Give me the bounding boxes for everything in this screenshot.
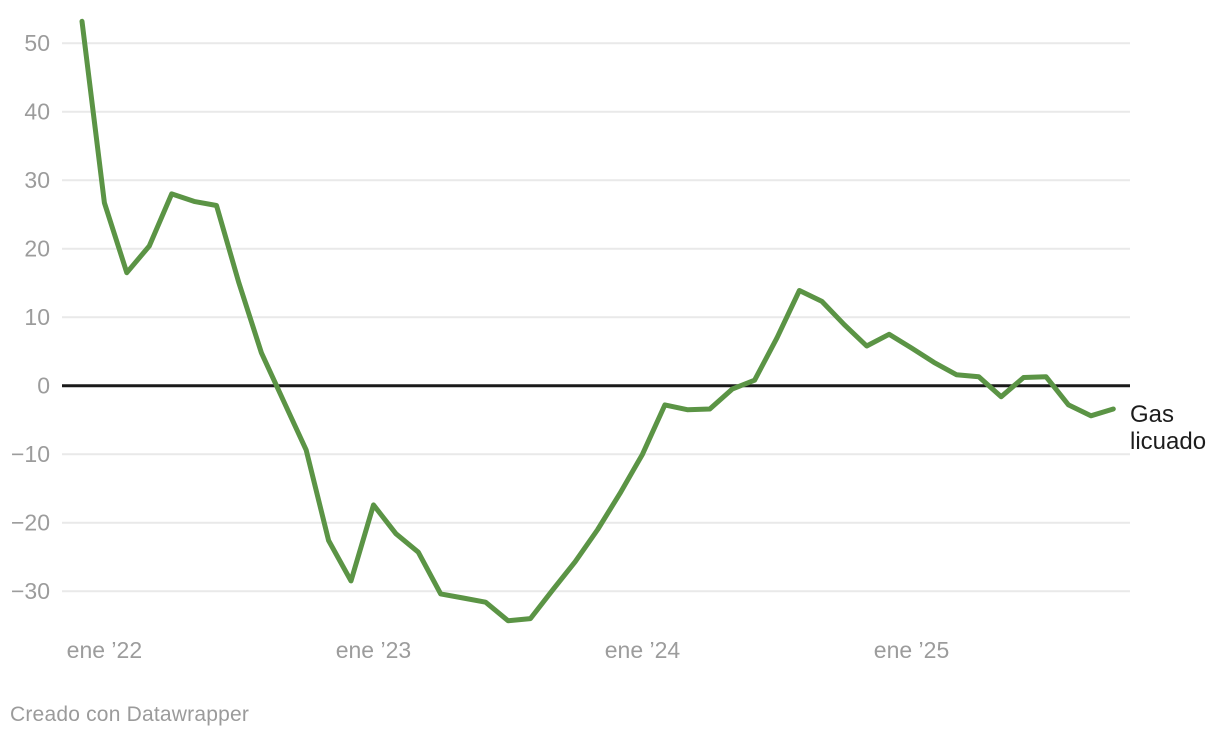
x-axis-tick-label: ene ’24 bbox=[605, 637, 681, 663]
y-axis-tick-label: −30 bbox=[11, 578, 50, 604]
datawrapper-credit-link[interactable]: Creado con Datawrapper bbox=[10, 703, 250, 726]
x-axis-tick-label: ene ’23 bbox=[336, 637, 411, 663]
y-axis-tick-label: 30 bbox=[24, 167, 50, 193]
series-label: licuado bbox=[1130, 428, 1206, 455]
data-line-gas-licuado bbox=[79, 18, 1116, 624]
y-axis-tick-label: −10 bbox=[11, 441, 50, 467]
y-axis-tick-label: −20 bbox=[11, 510, 50, 536]
x-axis-tick-label: ene ’22 bbox=[67, 637, 142, 663]
y-axis-tick-label: 10 bbox=[24, 304, 50, 330]
y-axis-tick-label: 0 bbox=[37, 373, 50, 399]
x-axis-tick-label: ene ’25 bbox=[874, 637, 949, 663]
y-axis-tick-label: 20 bbox=[24, 236, 50, 262]
series-label: Gas bbox=[1130, 401, 1174, 428]
line-chart: 50 40 30 20 10 0 −10 −20 −30 ene ’22 ene ’23 ene ’2… bbox=[11, 18, 1206, 663]
y-axis-tick-label: 50 bbox=[24, 30, 50, 56]
y-axis-tick-label: 40 bbox=[24, 99, 50, 125]
